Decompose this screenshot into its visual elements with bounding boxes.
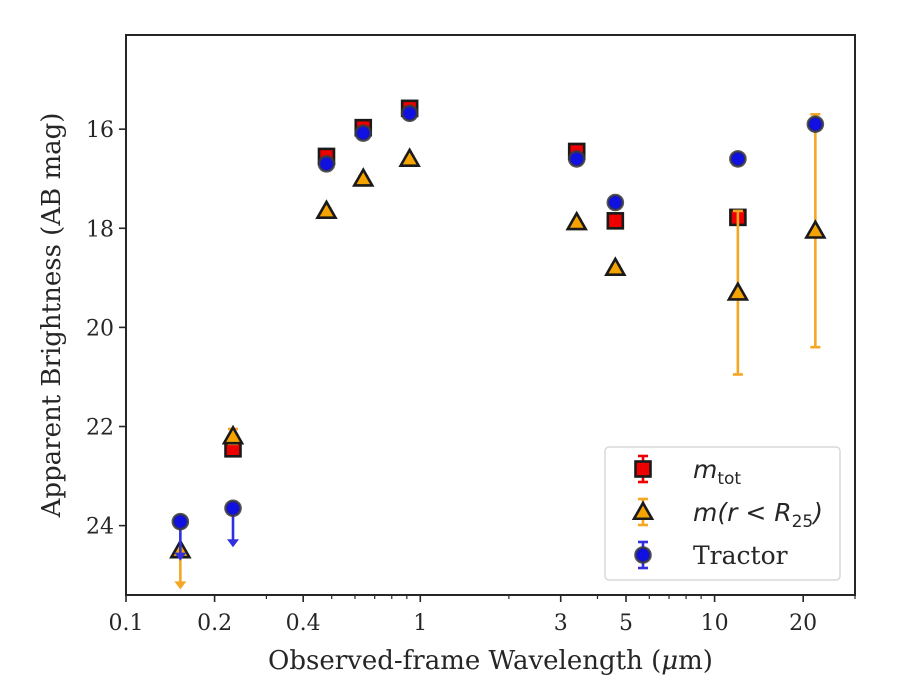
marker-triangle — [565, 210, 588, 231]
x-axis-label: Observed-frame Wavelength (μm) — [268, 646, 713, 676]
x-tick-label: 0.1 — [109, 611, 144, 636]
legend-label: m(r < R25) — [693, 498, 823, 532]
marker-triangle — [398, 147, 421, 167]
y-tick-label: 16 — [86, 118, 114, 143]
x-tick-label: 3 — [554, 611, 568, 636]
plot-frame — [125, 34, 856, 596]
marker-circle — [806, 115, 825, 134]
marker-circle — [729, 150, 747, 168]
marker-circle — [171, 512, 190, 531]
legend-item-r25: m(r < R25) — [631, 497, 823, 532]
data-markers — [169, 99, 827, 590]
marker-triangle — [804, 219, 827, 239]
upper-limit-arrow — [174, 581, 187, 590]
marker-circle — [400, 104, 419, 123]
x-tick-label: 10 — [701, 611, 729, 636]
y-tick-label: 18 — [86, 217, 114, 242]
legend-label: mtot — [693, 455, 741, 489]
x-tick-label: 1 — [413, 611, 427, 636]
x-tick-label: 0.4 — [286, 611, 321, 636]
marker-square — [606, 212, 625, 230]
series-tractor — [171, 104, 825, 561]
y-tick-label: 24 — [86, 515, 114, 540]
x-axis: 0.1 0.2 0.4 1 3 5 10 20 — [109, 595, 856, 636]
marker-triangle — [315, 199, 338, 219]
marker-triangle — [352, 167, 375, 187]
y-tick-label: 20 — [86, 316, 114, 341]
series-r25 — [169, 112, 827, 590]
marker-triangle — [604, 256, 627, 276]
marker-triangle — [221, 424, 245, 445]
x-axis-label-mu: μ — [661, 646, 678, 676]
marker-triangle — [631, 500, 655, 521]
x-tick-label: 5 — [619, 611, 633, 636]
upper-limit-arrow — [174, 552, 187, 561]
legend-box — [604, 446, 841, 581]
y-axis-label: Apparent Brightness (AB mag) — [37, 113, 67, 519]
marker-circle — [606, 193, 625, 212]
marker-circle — [354, 124, 373, 142]
marker-square — [634, 460, 652, 478]
x-axis-label-main: Observed-frame Wavelength ( — [268, 646, 661, 676]
y-tick-label: 22 — [86, 416, 114, 441]
upper-limit-arrow — [227, 539, 240, 548]
legend: mtot m(r < R25) Tractor — [604, 446, 841, 581]
legend-item-mtot: mtot — [634, 454, 741, 489]
legend-item-tractor: Tractor — [634, 540, 788, 570]
marker-circle — [567, 150, 586, 168]
x-tick-label: 0.2 — [197, 611, 232, 636]
x-axis-label-unit: m) — [678, 646, 713, 676]
y-axis: 16 18 20 22 24 — [86, 118, 126, 540]
marker-triangle — [726, 281, 750, 301]
marker-circle — [224, 499, 242, 518]
legend-label: Tractor — [693, 541, 788, 570]
x-tick-label: 20 — [789, 611, 817, 636]
marker-circle — [317, 155, 336, 173]
marker-circle — [634, 546, 652, 564]
